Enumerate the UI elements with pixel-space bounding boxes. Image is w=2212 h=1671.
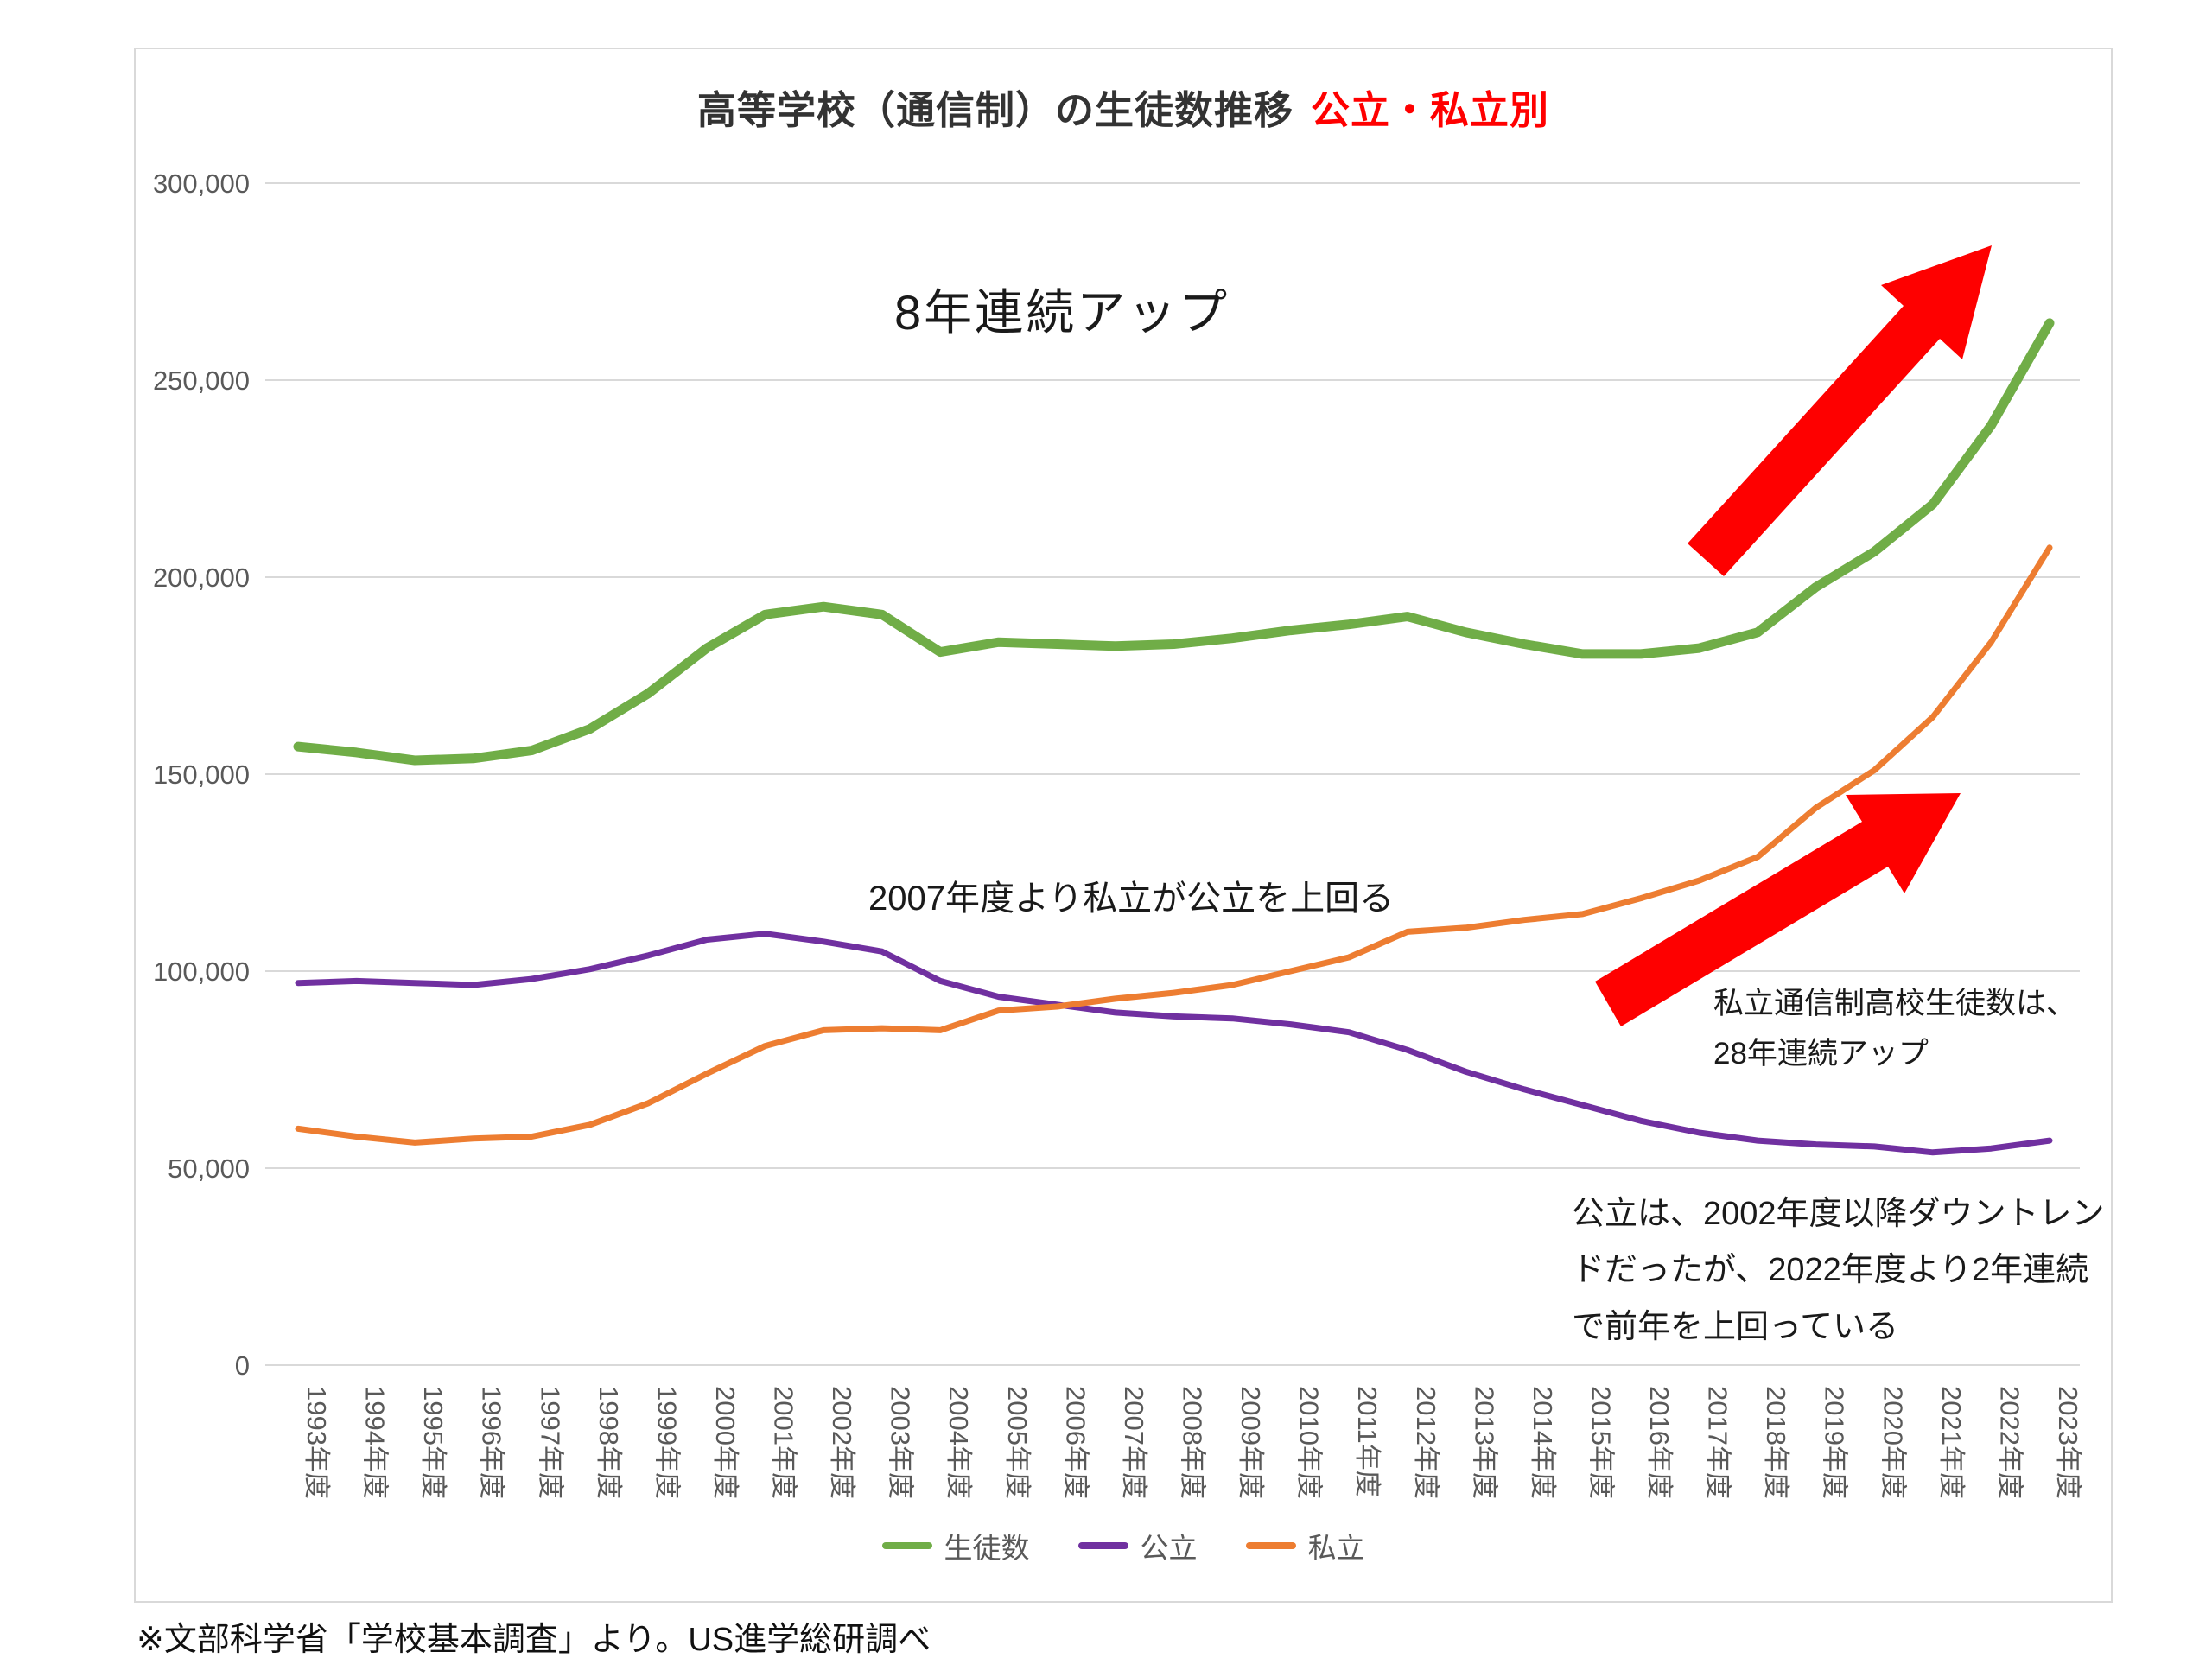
series-line-2	[295, 544, 2053, 1146]
x-tick-label: 2000年度	[710, 1386, 741, 1499]
x-tick-label: 2004年度	[944, 1386, 974, 1499]
up-arrow-private	[1595, 793, 1961, 1026]
x-tick-label: 2015年度	[1586, 1386, 1617, 1499]
y-axis-labels: 0 50,000 100,000 150,000 200,000 250,000 300,0…	[153, 168, 250, 1381]
series-lines	[293, 318, 2055, 1156]
source-note: ※文部科学省「学校基本調査」より。US進学総研調べ	[137, 1622, 931, 1658]
legend-item-0: 生徒数	[881, 1525, 1030, 1566]
y-tick-label: 100,000	[153, 956, 250, 987]
x-tick-label: 2018年度	[1761, 1386, 1791, 1499]
legend-swatch	[881, 1542, 932, 1549]
x-tick-label: 2014年度	[1528, 1386, 1558, 1499]
y-tick-label: 50,000	[168, 1153, 250, 1184]
legend-item-2: 私立	[1245, 1525, 1365, 1566]
x-tick-label: 2010年度	[1294, 1386, 1325, 1499]
y-tick-label: 150,000	[153, 759, 250, 790]
x-tick-label: 1997年度	[535, 1386, 565, 1499]
chart-title-main: 高等学校（通信制）の生徒数推移	[696, 88, 1294, 132]
x-tick-label: 2021年度	[1936, 1386, 1967, 1499]
series-line-1	[295, 931, 2053, 1156]
x-tick-label: 2009年度	[1236, 1386, 1266, 1499]
x-tick-label: 2023年度	[2053, 1386, 2083, 1499]
x-tick-label: 2013年度	[1469, 1386, 1499, 1499]
x-tick-label: 2020年度	[1878, 1386, 1908, 1499]
legend-swatch	[1245, 1542, 1296, 1549]
annotation-public-note-line3: で前年を上回っている	[1572, 1308, 1899, 1345]
y-tick-label: 250,000	[153, 365, 250, 396]
legend-label: 生徒数	[944, 1532, 1030, 1564]
x-tick-label: 1994年度	[360, 1386, 391, 1499]
x-tick-label: 1999年度	[652, 1386, 682, 1499]
x-tick-label: 2001年度	[769, 1386, 799, 1499]
annotation-private-note-line1: 私立通信制高校生徒数は、	[1713, 987, 2077, 1020]
chart-legend: 生徒数 公立 私立	[136, 1525, 2111, 1566]
x-tick-label: 1993年度	[302, 1386, 332, 1499]
annotation-private-note-line2: 28年連続アップ	[1713, 1036, 1929, 1071]
annotation-public-note-line1: 公立は、2002年度以降ダウントレン	[1572, 1196, 2105, 1232]
x-tick-label: 2019年度	[1820, 1386, 1850, 1499]
gridlines	[265, 182, 2080, 1366]
up-arrow-total	[1688, 245, 1992, 576]
x-tick-label: 2011年度	[1352, 1386, 1382, 1497]
x-tick-label: 2012年度	[1411, 1386, 1441, 1499]
y-tick-label: 0	[235, 1350, 250, 1381]
chart-title: 高等学校（通信制）の生徒数推移 公立・私立別	[136, 79, 2111, 135]
x-tick-label: 2002年度	[827, 1386, 857, 1499]
annotation-crossover: 2007年度より私立が公立を上回る	[868, 880, 1395, 918]
annotation-public-note: 公立は、2002年度以降ダウントレン ドだったが、2022年度より2年連続 で前…	[1572, 1186, 2105, 1356]
chart-container: 高等学校（通信制）の生徒数推移 公立・私立別 0 50,000 100,000 150,…	[134, 48, 2113, 1603]
y-tick-label: 300,000	[153, 168, 250, 199]
x-tick-label: 2003年度	[886, 1386, 916, 1499]
x-tick-label: 1995年度	[418, 1386, 448, 1499]
line-chart: 0 50,000 100,000 150,000 200,000 250,000 300,0…	[153, 168, 2083, 1499]
x-tick-label: 2005年度	[1002, 1386, 1033, 1499]
annotation-public-note-line2: ドだったが、2022年度より2年連続	[1572, 1252, 2089, 1289]
x-tick-label: 1996年度	[477, 1386, 507, 1499]
x-tick-label: 1998年度	[594, 1386, 624, 1499]
legend-label: 公立	[1140, 1532, 1198, 1564]
legend-item-1: 公立	[1077, 1525, 1198, 1566]
annotation-streak: 8年連続アップ	[894, 285, 1230, 340]
chart-title-highlight: 公立・私立別	[1311, 88, 1550, 132]
series-line-0	[293, 318, 2055, 766]
x-tick-label: 2017年度	[1703, 1386, 1733, 1499]
legend-label: 私立	[1307, 1532, 1365, 1564]
x-tick-label: 2008年度	[1178, 1386, 1208, 1499]
x-tick-label: 2022年度	[1994, 1386, 2024, 1499]
y-tick-label: 200,000	[153, 562, 250, 593]
x-tick-label: 2006年度	[1060, 1386, 1090, 1499]
x-axis-labels: 1993年度 1994年度 1995年度 1996年度 1997年度 1998年度 1999…	[302, 1386, 2083, 1499]
x-tick-label: 2007年度	[1119, 1386, 1149, 1499]
annotation-private-note: 私立通信制高校生徒数は、 28年連続アップ	[1713, 979, 2076, 1079]
x-tick-label: 2016年度	[1644, 1386, 1675, 1499]
legend-swatch	[1077, 1542, 1128, 1549]
